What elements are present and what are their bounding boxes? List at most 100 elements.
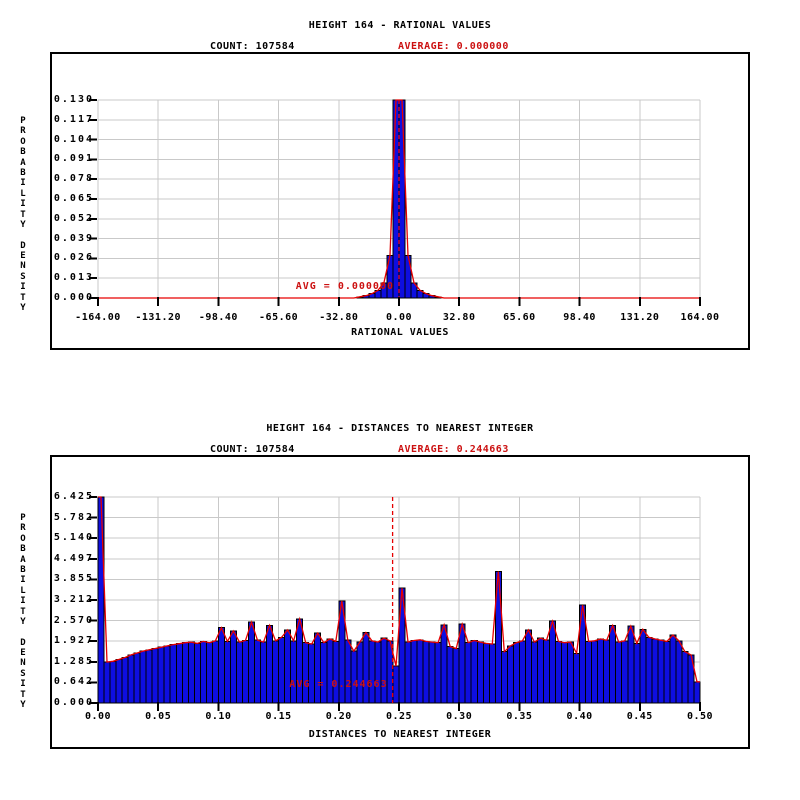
x-tick-label: -164.00 [75,312,121,323]
histogram-bar [567,641,575,704]
y-tick-label: 1.285 [53,655,94,667]
histogram-bar [512,642,520,704]
x-tick-label: 0.40 [566,711,593,722]
histogram-bar [97,496,105,704]
histogram-bar [404,641,412,704]
y-tick-label: 0.130 [53,94,94,105]
y-tick-label: 0.065 [53,193,94,204]
x-tick-label: 0.00 [385,312,413,323]
histogram-bar [344,639,352,704]
histogram-bar [241,639,249,704]
y-tick-label: 0.000 [53,697,94,708]
y-axis-title-char: S [20,271,26,282]
histogram-bar [260,641,268,704]
x-tick-label: 131.20 [620,312,660,323]
histogram-bar [284,629,292,704]
histogram-bar [181,642,189,704]
histogram-bar [524,629,532,704]
x-tick-label: 0.20 [325,711,352,722]
histogram-bar [368,640,376,704]
y-axis-title-char: T [20,292,26,303]
histogram-bar [296,618,304,704]
histogram-bar [615,641,623,704]
y-tick-label: 5.140 [53,532,94,544]
histogram-bar [446,646,454,704]
chart-border-box [50,52,750,350]
histogram-bar [627,625,635,704]
y-tick-label: 0.104 [53,133,94,145]
histogram-bar [500,651,508,704]
histogram-bar [127,654,135,704]
y-tick-label: 0.117 [53,113,94,125]
count-label: COUNT: 107584 [210,41,295,52]
count-label: COUNT: 107584 [210,444,295,455]
histogram-bar [254,639,262,704]
y-tick-label: 0.013 [53,272,94,284]
histogram-bar [464,642,472,704]
average-label: AVERAGE: 0.244663 [398,444,509,455]
histogram-bar [591,640,599,704]
histogram-bar [115,658,123,704]
histogram-bar [175,643,183,704]
y-axis-title-char: T [20,606,26,617]
x-tick-label: -65.60 [259,312,299,323]
x-tick-label: 0.25 [385,711,413,722]
histogram-bar [266,624,274,704]
histogram-bar [536,637,544,704]
plot-area: AVG = 0.244663 [89,496,701,711]
y-tick-label: 0.642 [53,676,94,688]
x-tick-label: 0.30 [446,711,473,722]
y-axis-title-char: L [20,585,26,596]
y-axis-title-char: B [20,564,26,575]
y-axis-title-char: Y [20,616,26,627]
chart-distances-to-nearest-integer: HEIGHT 164 - DISTANCES TO NEAREST INTEGE… [0,403,800,800]
histogram-bar [434,642,442,704]
histogram-bar [223,640,231,704]
histogram-bar [488,643,496,704]
y-axis-title-char: I [20,178,26,189]
x-tick-label: 65.60 [503,312,536,323]
y-axis-title-char: Y [20,219,26,230]
histogram-bar [248,621,256,704]
histogram-bar [476,641,484,704]
histogram-bar [669,634,677,704]
histogram-bar [235,641,243,704]
x-tick-label: 32.80 [442,312,476,323]
avg-annotation: AVG = 0.244663 [289,679,387,690]
histogram-bar [609,624,617,704]
histogram-bar [428,641,436,704]
y-axis-title-char: A [20,157,26,168]
y-axis-title-char: I [20,596,26,607]
y-axis-title-char: Y [20,700,26,711]
x-axis-title: DISTANCES TO NEAREST INTEGER [308,729,492,740]
histogram-bar [639,628,647,704]
histogram-bar [145,649,153,704]
histogram-bars [97,496,701,704]
y-axis-title-char: R [20,126,26,137]
y-axis-title-char: S [20,668,26,679]
histogram-bar [663,640,671,704]
y-tick-label: 6.425 [53,491,94,502]
histogram-bar [320,642,328,704]
histogram-bar [452,647,460,704]
y-axis-title-char: D [20,240,26,251]
histogram-bar [326,638,334,704]
plot-area: AVG = 0.000000 [89,99,701,306]
chart-title: HEIGHT 164 - RATIONAL VALUES [308,20,492,31]
y-axis-title-char: I [20,679,26,690]
histogram-bar [278,636,286,704]
x-axis-title: RATIONAL VALUES [351,327,449,338]
histogram-bar [290,640,298,704]
axis-ticks [89,99,701,306]
histogram-bar [645,636,653,704]
x-tick-label: 0.35 [506,711,533,722]
x-tick-label: -32.80 [319,312,359,323]
histogram-bar [585,640,593,704]
histogram-bar [555,640,563,704]
histogram-bar [651,638,659,704]
y-axis-title-char: R [20,523,26,534]
histogram-bar [187,641,195,704]
histogram-bar [404,254,412,299]
x-tick-label: 0.45 [626,711,653,722]
histogram-bar [356,641,364,704]
